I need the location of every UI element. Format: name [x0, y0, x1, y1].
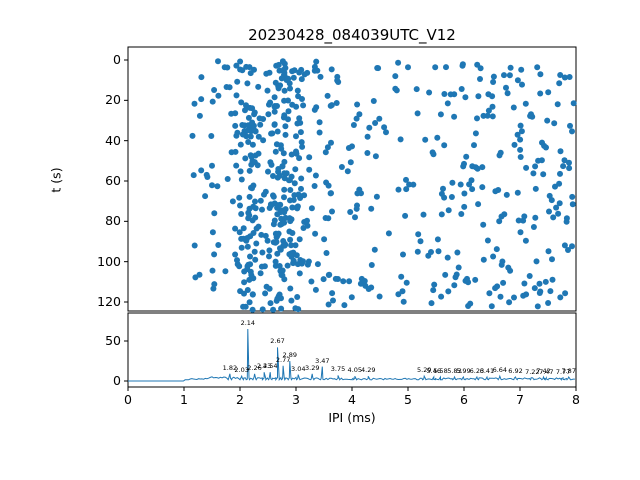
peak-annotation: 2.77 — [275, 355, 291, 364]
x-tick-label: 4 — [348, 392, 356, 407]
x-axis-label: IPI (ms) — [328, 410, 376, 425]
y-tick-label: 100 — [97, 253, 121, 269]
peak-annotation: 2.03 — [234, 366, 249, 375]
x-tick-label: 2 — [236, 392, 244, 407]
y-tick-label: 60 — [105, 172, 121, 188]
peak-annotation: 3.75 — [330, 365, 346, 374]
peak-annotation: 7.47 — [539, 367, 554, 376]
peak-annotation: 6.64 — [492, 366, 508, 375]
scatter-panel-frame — [127, 46, 577, 312]
peak-annotation: 3.04 — [290, 364, 306, 373]
x-tick-label: 1 — [180, 392, 188, 407]
peak-annotation: 5.58 — [433, 367, 448, 375]
peak-annotation: 5.46 — [426, 367, 441, 375]
y-tick-label: 20 — [105, 92, 121, 108]
figure-title: 20230428_084039UTC_V12 — [248, 26, 456, 44]
y-tick-label: 0 — [113, 372, 121, 388]
peak-annotation: 2.26 — [247, 363, 262, 372]
y-tick-label: 80 — [105, 213, 121, 229]
peak-annotation: 3.47 — [315, 356, 330, 365]
peak-annotation: 3.29 — [304, 363, 320, 372]
peak-annotation: 5.29 — [416, 366, 432, 375]
peak-annotation: 2.67 — [270, 337, 285, 346]
x-tick-label: 7 — [516, 392, 524, 407]
y-axis-label: t (s) — [48, 167, 64, 193]
peak-annotation: 4.29 — [360, 366, 376, 375]
peak-annotation: 2.43 — [256, 362, 272, 371]
peak-annotation: 7.22 — [525, 367, 540, 376]
peak-annotation: 1.82 — [222, 363, 238, 372]
peak-annotation: 2.89 — [282, 351, 298, 359]
peak-annotation: 6.23 — [469, 367, 485, 375]
peak-annotation: 7.77 — [555, 367, 571, 376]
histogram-panel-frame — [127, 312, 577, 388]
y-tick-label: 50 — [105, 332, 121, 348]
y-tick-label: 0 — [113, 51, 121, 67]
peak-annotation: 2.14 — [240, 319, 256, 327]
x-tick-label: 5 — [404, 392, 412, 407]
x-tick-label: 0 — [124, 392, 132, 407]
peak-annotation: 6.92 — [508, 367, 523, 375]
x-tick-label: 6 — [460, 392, 468, 407]
peak-annotation: 5.99 — [456, 367, 471, 375]
ipi-histogram-line — [128, 328, 575, 382]
x-tick-label: 3 — [292, 392, 300, 407]
peak-annotation: 2.54 — [262, 362, 278, 371]
x-tick-label: 8 — [572, 392, 580, 407]
peak-annotation: 5.83 — [447, 367, 462, 375]
peak-annotation: 7.87 — [561, 367, 576, 375]
peak-annotation: 4.05 — [347, 366, 363, 375]
y-tick-label: 40 — [105, 132, 121, 148]
peak-annotation: 6.41 — [479, 367, 495, 375]
y-tick-label: 120 — [97, 293, 121, 309]
scatter-points — [189, 58, 577, 313]
peak-annotation: 7.42 — [536, 367, 551, 375]
